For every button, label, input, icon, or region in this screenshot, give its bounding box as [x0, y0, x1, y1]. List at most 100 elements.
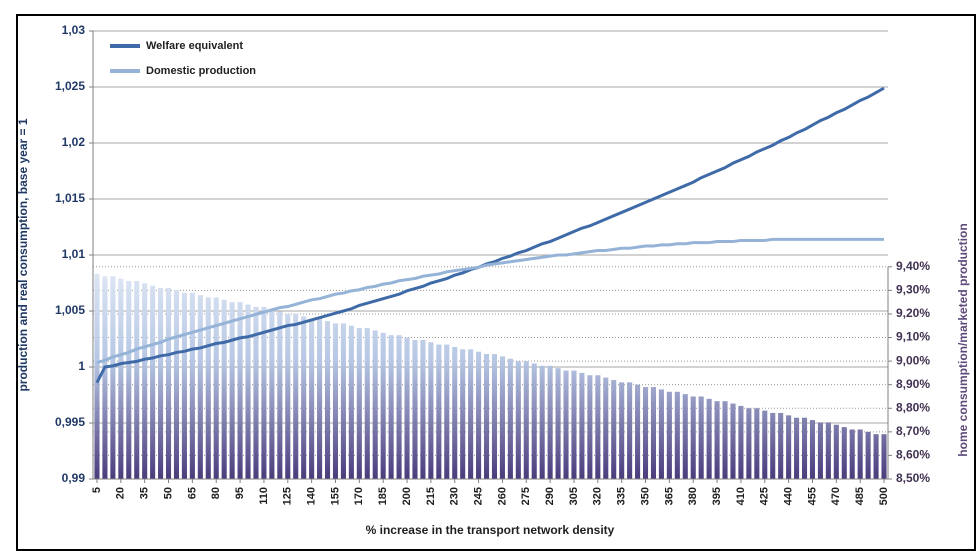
bar	[690, 396, 696, 479]
y-tick-label: 1,015	[55, 191, 85, 205]
bar	[229, 302, 235, 479]
x-tick-label: 275	[520, 487, 532, 505]
x-axis-title: % increase in the transport network dens…	[366, 523, 615, 537]
legend-label: Domestic production	[146, 65, 256, 77]
bar	[491, 354, 498, 479]
bar	[499, 356, 505, 479]
x-tick-label: 95	[234, 487, 246, 499]
x-tick-label: 125	[282, 487, 294, 505]
bar	[611, 379, 617, 479]
bar	[277, 311, 283, 479]
bar	[324, 321, 331, 479]
y-tick-label: 0,99	[62, 471, 86, 485]
bar	[730, 403, 736, 479]
bar	[173, 290, 180, 479]
bar	[635, 384, 641, 479]
bar	[436, 344, 442, 479]
bar	[142, 283, 148, 479]
bar	[682, 394, 688, 479]
bar	[794, 417, 800, 479]
bar	[364, 328, 370, 479]
bar	[587, 375, 593, 479]
y2-tick-label: 8,60%	[896, 448, 930, 462]
bar	[348, 325, 354, 479]
y-tick-label: 1	[78, 359, 85, 373]
x-tick-label: 215	[425, 487, 437, 505]
bar	[483, 354, 490, 479]
bar	[150, 285, 156, 479]
x-tick-label: 80	[210, 487, 222, 499]
bar	[658, 389, 664, 479]
bar	[452, 346, 458, 479]
bar	[833, 424, 839, 479]
x-tick-label: 245	[472, 487, 484, 505]
bar	[786, 415, 792, 479]
x-tick-label: 140	[306, 487, 318, 505]
bar	[380, 332, 386, 479]
line	[96, 237, 885, 364]
bar	[468, 349, 474, 479]
bar	[627, 382, 633, 479]
x-tick-label: 350	[639, 487, 651, 505]
bar	[476, 351, 482, 479]
x-tick-label: 455	[806, 487, 818, 505]
bar	[317, 318, 323, 479]
y2-tick-label: 8,90%	[896, 377, 930, 391]
bar	[666, 391, 672, 479]
bar	[754, 408, 760, 479]
bar	[579, 372, 585, 479]
x-tick-label: 410	[735, 487, 747, 505]
bar	[237, 302, 243, 479]
bar	[531, 363, 537, 479]
x-tick-label: 485	[854, 487, 866, 505]
bar	[110, 276, 116, 479]
bar	[650, 387, 657, 479]
y2-tick-label: 8,70%	[896, 424, 930, 438]
y-tick-label: 0,995	[55, 415, 85, 429]
x-tick-label: 170	[353, 487, 365, 505]
bar	[849, 429, 855, 479]
y2-axis-title: home consumption/marketed production	[956, 223, 970, 456]
bar	[873, 434, 879, 479]
bar	[269, 309, 275, 479]
bar	[404, 337, 410, 479]
bar	[738, 405, 744, 479]
bar	[571, 370, 577, 479]
x-tick-label: 380	[687, 487, 699, 505]
bar	[770, 412, 776, 479]
x-tick-label: 230	[449, 487, 461, 505]
bar	[261, 306, 267, 479]
bar	[523, 361, 529, 479]
bar	[165, 288, 172, 479]
bar	[388, 335, 394, 479]
bar	[674, 391, 680, 479]
x-tick-label: 470	[830, 487, 842, 505]
bar	[102, 276, 108, 479]
x-tick-label: 35	[139, 487, 151, 499]
bar	[857, 429, 863, 479]
y2-tick-label: 9,40%	[896, 259, 930, 273]
bar	[563, 370, 569, 479]
bar	[293, 313, 299, 479]
bar	[698, 396, 704, 479]
bar	[332, 323, 339, 479]
bar	[158, 288, 164, 479]
bar	[706, 398, 712, 479]
bar	[881, 434, 887, 479]
bar	[221, 299, 227, 479]
y-tick-label: 1,01	[62, 247, 86, 261]
bar	[809, 420, 816, 479]
x-tick-label: 440	[783, 487, 795, 505]
bar	[762, 410, 768, 479]
bar	[134, 280, 140, 479]
bar	[213, 297, 219, 479]
x-tick-label: 155	[329, 487, 341, 505]
y2-tick-label: 9,00%	[896, 353, 930, 367]
bar	[356, 328, 362, 479]
bar	[285, 313, 291, 479]
bar	[555, 368, 561, 479]
bar	[865, 431, 871, 479]
bar	[205, 297, 211, 479]
x-tick-label: 500	[878, 487, 890, 505]
bar	[301, 316, 307, 479]
